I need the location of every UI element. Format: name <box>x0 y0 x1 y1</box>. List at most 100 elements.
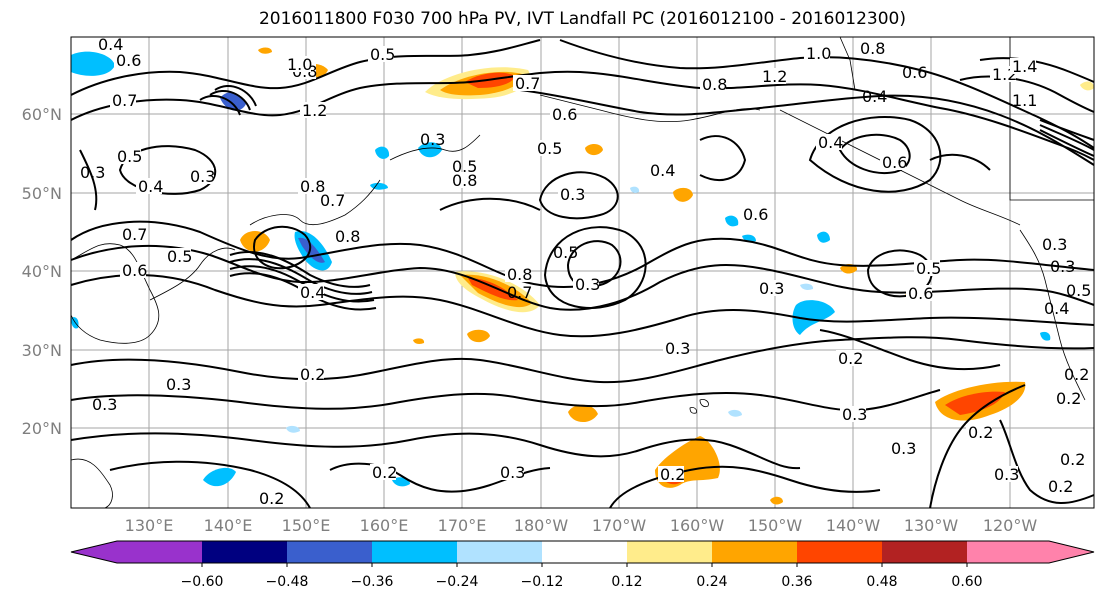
contour-label: 0.3 <box>891 439 916 458</box>
contour-label: 0.6 <box>743 205 768 224</box>
contour-label: 0.5 <box>370 45 395 64</box>
colorbar-ticks <box>201 563 968 567</box>
contour-label: 0.3 <box>560 185 585 204</box>
contour-label: 0.2 <box>372 463 397 482</box>
colorbar-tick-label: 0.48 <box>866 574 897 590</box>
colorbar-tick-label: −0.48 <box>266 574 309 590</box>
contour-label: 0.6 <box>552 105 577 124</box>
longitude-label: 180°W <box>514 516 569 535</box>
contour-label: 0.7 <box>320 191 345 210</box>
contour-label: 0.5 <box>167 247 192 266</box>
contour-label: 0.8 <box>335 227 360 246</box>
contour-label: 0.3 <box>166 375 191 394</box>
longitude-label: 160°W <box>670 516 725 535</box>
contour-label: 0.4 <box>1044 299 1069 318</box>
contour-label: 0.3 <box>500 463 525 482</box>
latitude-label: 50°N <box>22 184 62 203</box>
latitude-label: 40°N <box>22 262 62 281</box>
colorbar-segment <box>967 541 1094 563</box>
contour-label: 0.7 <box>122 225 147 244</box>
colorbar-tick-label: −0.24 <box>436 574 479 590</box>
contour-label: 0.3 <box>80 163 105 182</box>
contour-label: 0.3 <box>1050 257 1075 276</box>
contour-label: 0.3 <box>420 130 445 149</box>
longitude-label: 130°W <box>904 516 959 535</box>
contour-label: 0.3 <box>842 405 867 424</box>
contour-label: 0.2 <box>1064 365 1089 384</box>
contour-label: 1.0 <box>806 44 831 63</box>
contour-label-group: 0.4 0.6 0.7 0.5 0.3 0.8 1.0 1.2 0.5 0.6 … <box>80 35 1091 508</box>
contour-label: 0.3 <box>759 279 784 298</box>
contour-label: 0.3 <box>1042 235 1067 254</box>
contour-label: 0.7 <box>112 91 137 110</box>
contour-label: 0.5 <box>452 157 477 176</box>
colorbar-segment <box>457 541 542 563</box>
colorbar-tick-label: 0.60 <box>951 574 982 590</box>
colorbar-tick-label: 0.36 <box>781 574 812 590</box>
contour-label: 0.4 <box>138 177 163 196</box>
longitude-label: 140°E <box>204 516 253 535</box>
contour-label: 0.2 <box>300 365 325 384</box>
contour-label: 0.5 <box>553 243 578 262</box>
contour-label: 0.7 <box>507 283 532 302</box>
longitude-labels: 130°E 140°E 150°E 160°E 170°E 180°W 170°… <box>125 516 1038 535</box>
contour-label: 0.2 <box>660 465 685 484</box>
longitude-label: 130°E <box>125 516 174 535</box>
map-frame <box>70 36 1095 509</box>
contour-label: 0.8 <box>300 177 325 196</box>
contour-label: 1.1 <box>1012 91 1037 110</box>
longitude-label: 120°W <box>983 516 1038 535</box>
contour-label: 0.6 <box>116 51 141 70</box>
colorbar-segment <box>372 541 457 563</box>
contour-label: 0.2 <box>838 349 863 368</box>
contour-label: 0.5 <box>117 147 142 166</box>
contour-label: 0.8 <box>507 265 532 284</box>
contour-label: 0.2 <box>1048 477 1073 496</box>
longitude-label: 170°W <box>592 516 647 535</box>
contour-label: 0.5 <box>1066 281 1091 300</box>
contour-label: 0.2 <box>1060 450 1085 469</box>
contour-label: 0.8 <box>452 171 477 190</box>
colorbar-segment <box>882 541 967 563</box>
colorbar-segment <box>287 541 372 563</box>
colorbar-tick-label: −0.12 <box>521 574 564 590</box>
contour-label: 0.6 <box>882 153 907 172</box>
longitude-label: 150°E <box>282 516 331 535</box>
contour-label: 1.2 <box>762 67 787 86</box>
contour-label: 0.6 <box>902 63 927 82</box>
contour-label: 0.5 <box>916 259 941 278</box>
colorbar-tick-label: 0.24 <box>696 574 727 590</box>
contour-label: 0.7 <box>515 74 540 93</box>
contour-label: 0.4 <box>300 283 325 302</box>
colorbar-segment <box>627 541 712 563</box>
contour-label: 0.2 <box>259 489 284 508</box>
contour-label: 0.3 <box>575 275 600 294</box>
colorbar-segment <box>542 541 627 563</box>
map-title: 2016011800 F030 700 hPa PV, IVT Landfall… <box>258 9 906 29</box>
contour-label: 0.3 <box>190 167 215 186</box>
colorbar-outline <box>70 540 1095 564</box>
contour-label: 0.6 <box>908 284 933 303</box>
latitude-labels: 60°N 50°N 40°N 30°N 20°N <box>22 105 62 438</box>
contour-label: 0.4 <box>98 35 123 54</box>
colorbar-tick-label: 0.12 <box>611 574 642 590</box>
contour-label: 0.3 <box>994 465 1019 484</box>
contour-label: 0.4 <box>650 161 675 180</box>
contour-label: 1.4 <box>1012 57 1037 76</box>
colorbar-tick-label: −0.36 <box>351 574 394 590</box>
contour-label: 1.0 <box>287 55 312 74</box>
colorbar-segment <box>202 541 287 563</box>
colorbar-segment <box>797 541 882 563</box>
latitude-label: 60°N <box>22 105 62 124</box>
contour-label: 0.8 <box>702 75 727 94</box>
contour-label: 0.2 <box>968 423 993 442</box>
longitude-label: 170°E <box>438 516 487 535</box>
contour-label: 0.2 <box>1056 389 1081 408</box>
contour-label: 0.3 <box>92 395 117 414</box>
contour-label: 0.3 <box>665 339 690 358</box>
contour-label: 0.8 <box>860 39 885 58</box>
longitude-label: 160°E <box>360 516 409 535</box>
colorbar-segment <box>712 541 797 563</box>
colorbar-segment <box>71 541 202 563</box>
